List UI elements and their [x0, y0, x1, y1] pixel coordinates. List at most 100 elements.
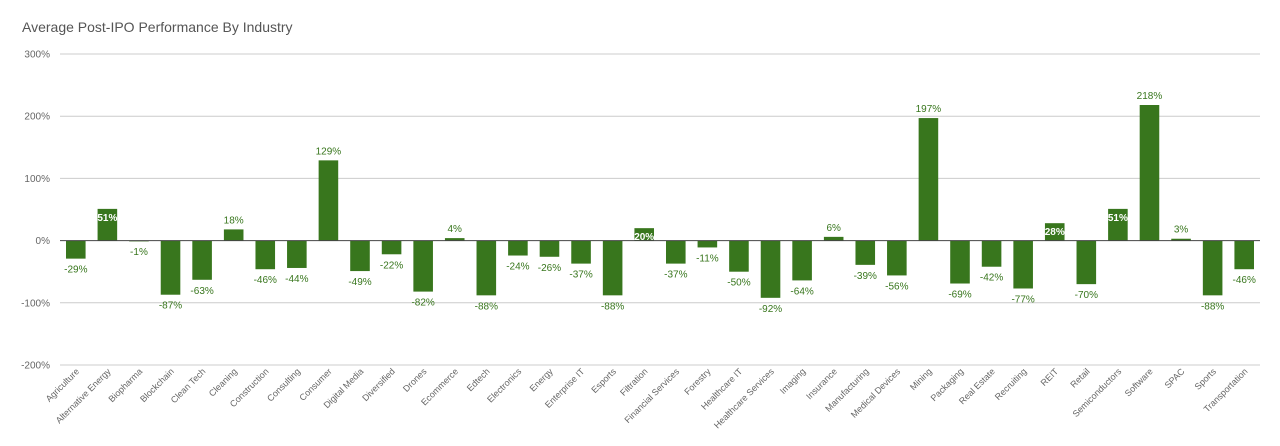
bar — [1234, 240, 1254, 270]
y-tick-label: -100% — [21, 298, 50, 309]
x-tick-label: Edtech — [465, 366, 492, 393]
y-tick-label: 0% — [36, 236, 51, 247]
x-tick-label: Mining — [908, 366, 934, 392]
data-label: -69% — [948, 290, 971, 301]
bar — [918, 118, 939, 241]
bar — [634, 228, 654, 241]
bar — [729, 240, 749, 272]
grid-lines — [60, 53, 1260, 366]
bar — [1076, 240, 1097, 285]
bar — [981, 240, 1002, 267]
bar — [1171, 238, 1191, 241]
y-axis-ticks: 300% 200% 100% 0% -100% -200% — [21, 50, 50, 372]
bar — [855, 240, 876, 265]
bar — [697, 240, 718, 248]
data-label: 129% — [316, 146, 342, 157]
data-label: -88% — [475, 301, 498, 312]
x-tick-label: Consulting — [265, 366, 302, 403]
data-label: 18% — [224, 215, 244, 226]
bar — [1139, 105, 1160, 241]
x-tick-label: Diversified — [360, 366, 397, 403]
bar — [444, 238, 465, 241]
data-label: -88% — [601, 301, 624, 312]
bar — [476, 240, 497, 296]
x-tick-label: Energy — [528, 366, 556, 394]
x-tick-label: Cleaning — [207, 366, 239, 398]
bar — [508, 240, 528, 256]
bar — [666, 240, 686, 264]
data-label: -46% — [254, 275, 277, 286]
data-label: -37% — [569, 270, 592, 281]
data-label: -77% — [1011, 294, 1034, 305]
data-label: -24% — [506, 262, 529, 273]
bar — [823, 236, 844, 241]
x-tick-label: Electronics — [485, 366, 524, 405]
data-label: -26% — [538, 263, 561, 274]
x-tick-label: SPAC — [1163, 366, 1187, 390]
y-tick-label: 300% — [24, 50, 50, 61]
data-label: -49% — [348, 277, 371, 288]
bar — [413, 240, 433, 292]
data-label: 20% — [634, 232, 654, 243]
bar — [97, 208, 118, 241]
bar — [66, 240, 86, 259]
bar — [1044, 223, 1065, 241]
bar — [192, 240, 212, 280]
data-label: 28% — [1045, 227, 1065, 238]
bar — [1202, 240, 1223, 296]
x-tick-label: Drones — [401, 366, 429, 394]
bar — [160, 240, 181, 295]
x-tick-label: REIT — [1039, 366, 1061, 388]
data-label: 197% — [916, 104, 942, 115]
bar — [350, 240, 370, 272]
data-label: -82% — [411, 298, 434, 309]
bars — [66, 105, 1254, 298]
x-tick-label: Software — [1123, 366, 1155, 398]
x-tick-label: Recruiting — [993, 366, 1029, 402]
data-label: -42% — [980, 273, 1003, 284]
data-label: -37% — [664, 270, 687, 281]
bar — [223, 229, 244, 241]
data-label: -64% — [790, 286, 813, 297]
data-labels: -29% 51% -1% -87% -63% 18% -46% -44% 129% -49% -22… — [64, 91, 1256, 315]
data-label: -70% — [1075, 290, 1098, 301]
x-tick-label: Retail — [1068, 366, 1091, 389]
data-label: 6% — [826, 223, 841, 234]
bar — [1108, 208, 1128, 241]
x-tick-label: Imaging — [778, 366, 808, 396]
bar — [887, 240, 907, 276]
bar — [381, 240, 402, 255]
x-tick-label: Healthcare Services — [712, 366, 776, 430]
data-label: -87% — [159, 301, 182, 312]
data-label: -44% — [285, 274, 308, 285]
data-label: 218% — [1137, 91, 1163, 102]
bar — [950, 240, 970, 284]
bar — [760, 240, 781, 298]
bar — [1013, 240, 1033, 289]
y-tick-label: 200% — [24, 112, 50, 123]
data-label: -39% — [854, 271, 877, 282]
bar — [318, 160, 339, 241]
data-label: 51% — [97, 213, 117, 224]
data-label: -63% — [190, 286, 213, 297]
y-tick-label: 100% — [24, 174, 50, 185]
y-tick-label: -200% — [21, 361, 50, 372]
data-label: -11% — [696, 253, 719, 264]
x-tick-label: Financial Services — [622, 366, 681, 425]
x-tick-label: Esports — [589, 366, 618, 395]
bar — [571, 240, 591, 264]
data-label: -1% — [130, 247, 148, 258]
data-label: -92% — [759, 304, 782, 315]
x-tick-label: Filtration — [618, 366, 649, 397]
data-label: 3% — [1174, 225, 1189, 236]
bar — [602, 240, 623, 296]
data-label: -56% — [885, 281, 908, 292]
x-tick-label: Alternative Energy — [54, 366, 113, 425]
data-label: -22% — [380, 260, 403, 271]
data-label: 51% — [1108, 213, 1128, 224]
bar — [792, 240, 812, 281]
data-label: -29% — [64, 265, 87, 276]
x-tick-label: Forestry — [682, 366, 713, 397]
